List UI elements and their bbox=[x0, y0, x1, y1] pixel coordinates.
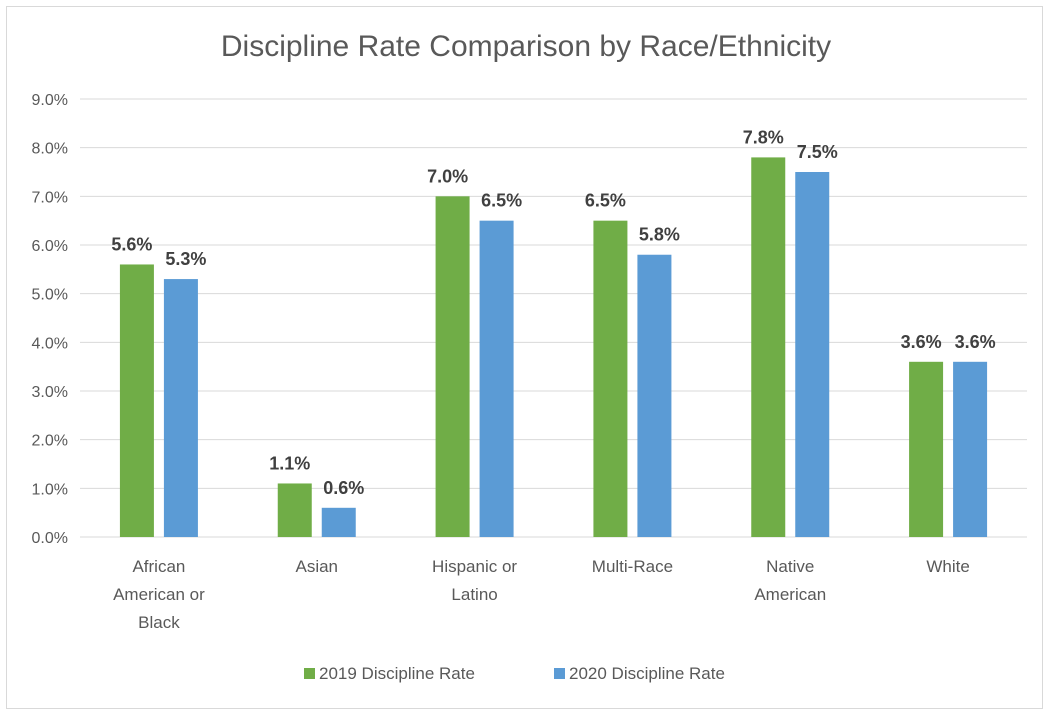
data-label: 7.5% bbox=[797, 142, 838, 162]
bar bbox=[479, 220, 514, 537]
bar bbox=[751, 157, 786, 537]
y-axis-ticks: 0.0% 1.0% 2.0% 3.0% 4.0% 5.0% 6.0% 7.0% 8.0% 9.0% bbox=[32, 92, 68, 547]
data-label: 6.5% bbox=[585, 191, 626, 211]
legend: 2019 Discipline Rate 2020 Discipline Rate bbox=[304, 664, 725, 683]
bar bbox=[277, 483, 312, 537]
gridlines bbox=[80, 98, 1027, 538]
category-label: Latino bbox=[451, 585, 497, 604]
chart-title: Discipline Rate Comparison by Race/Ethni… bbox=[221, 30, 831, 63]
y-tick-label: 4.0% bbox=[32, 335, 68, 352]
y-tick-label: 0.0% bbox=[32, 530, 68, 547]
y-tick-label: 1.0% bbox=[32, 481, 68, 498]
category-label: Asian bbox=[295, 557, 338, 576]
bar bbox=[953, 361, 988, 537]
bar bbox=[795, 172, 830, 537]
category-label: African bbox=[132, 557, 185, 576]
data-label: 5.8% bbox=[639, 225, 680, 245]
data-label: 6.5% bbox=[481, 191, 522, 211]
y-tick-label: 3.0% bbox=[32, 384, 68, 401]
bar bbox=[637, 254, 672, 537]
data-label: 3.6% bbox=[901, 332, 942, 352]
data-label: 7.8% bbox=[743, 127, 784, 147]
data-label: 0.6% bbox=[323, 478, 364, 498]
bar bbox=[119, 264, 154, 537]
legend-swatch bbox=[304, 668, 315, 679]
category-label: Black bbox=[138, 613, 180, 632]
data-label: 5.3% bbox=[165, 249, 206, 269]
category-label: Multi-Race bbox=[592, 557, 673, 576]
category-label: American or bbox=[113, 585, 205, 604]
data-label: 5.6% bbox=[111, 234, 152, 254]
data-label: 1.1% bbox=[269, 453, 310, 473]
data-label: 3.6% bbox=[955, 332, 996, 352]
y-tick-label: 2.0% bbox=[32, 433, 68, 450]
data-label: 7.0% bbox=[427, 166, 468, 186]
bar bbox=[909, 361, 944, 537]
legend-label: 2020 Discipline Rate bbox=[569, 664, 725, 683]
y-tick-label: 6.0% bbox=[32, 238, 68, 255]
bars bbox=[119, 157, 988, 538]
bar bbox=[321, 507, 356, 537]
bar bbox=[163, 279, 198, 537]
bar bbox=[593, 220, 628, 537]
category-label: American bbox=[754, 585, 826, 604]
y-tick-label: 5.0% bbox=[32, 287, 68, 304]
category-labels: African American or Black Asian Hispanic or L… bbox=[113, 557, 970, 632]
category-label: White bbox=[926, 557, 969, 576]
y-tick-label: 7.0% bbox=[32, 189, 68, 206]
legend-label: 2019 Discipline Rate bbox=[319, 664, 475, 683]
category-label: Native bbox=[766, 557, 814, 576]
y-tick-label: 8.0% bbox=[32, 141, 68, 158]
y-tick-label: 9.0% bbox=[32, 92, 68, 109]
data-labels: 5.6% 5.3% 1.1% 0.6% 7.0% 6.5% 6.5% 5.8% 7.8% 7.5%… bbox=[111, 127, 995, 497]
bar bbox=[435, 196, 470, 538]
category-label: Hispanic or bbox=[432, 557, 517, 576]
legend-swatch bbox=[554, 668, 565, 679]
